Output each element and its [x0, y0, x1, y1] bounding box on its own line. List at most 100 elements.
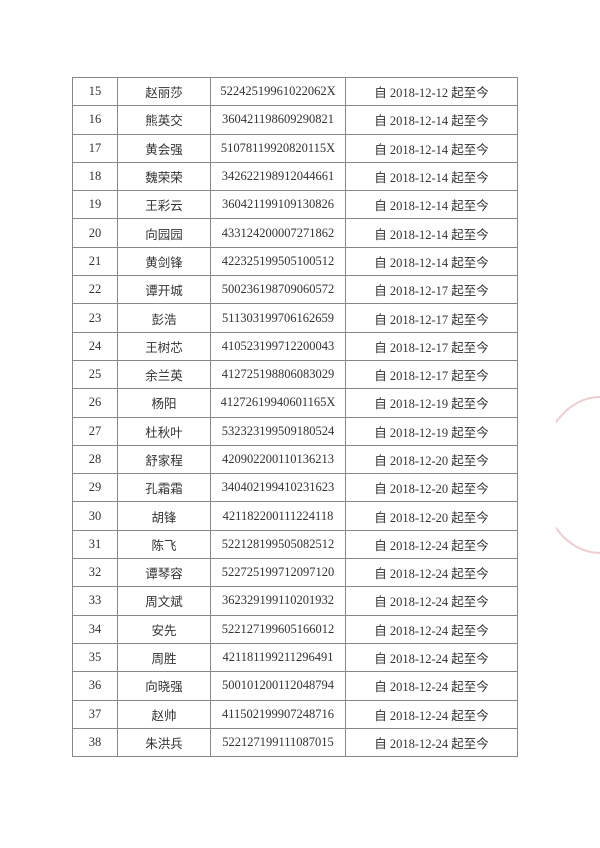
period-cell: 自 2018-12-19 起至今 — [345, 416, 518, 446]
table-row: 18 魏荣荣 342622198912044661 自 2018-12-14 起至今 — [72, 161, 518, 192]
id-number-cell: 342622198912044661 — [210, 161, 346, 192]
name-cell: 孔霜霜 — [117, 473, 211, 503]
id-number-cell: 511303199706162659 — [210, 303, 346, 333]
table-row: 29 孔霜霜 340402199410231623 自 2018-12-20 起至今 — [72, 473, 518, 503]
id-number-cell: 52242519961022062X — [210, 76, 346, 107]
row-number: 18 — [72, 161, 118, 192]
period-cell: 自 2018-12-14 起至今 — [345, 218, 518, 248]
row-number: 16 — [72, 105, 118, 135]
id-number-cell: 421181199211296491 — [210, 642, 346, 673]
id-number-cell: 340402199410231623 — [210, 473, 346, 503]
row-number: 32 — [72, 558, 118, 588]
table-row: 27 杜秋叶 532323199509180524 自 2018-12-19 起至今 — [72, 416, 518, 446]
period-cell: 自 2018-12-14 起至今 — [345, 190, 518, 220]
table-row: 21 黄剑锋 422325199505100512 自 2018-12-14 起至今 — [72, 246, 518, 277]
name-cell: 黄剑锋 — [117, 246, 211, 277]
table-row: 19 王彩云 360421199109130826 自 2018-12-14 起至今 — [72, 190, 518, 220]
name-cell: 黄会强 — [117, 133, 211, 163]
row-number: 27 — [72, 416, 118, 446]
id-number-cell: 422325199505100512 — [210, 246, 346, 277]
period-cell: 自 2018-12-24 起至今 — [345, 529, 518, 560]
id-number-cell: 411502199907248716 — [210, 699, 346, 729]
row-number: 25 — [72, 359, 118, 390]
period-cell: 自 2018-12-24 起至今 — [345, 727, 518, 758]
period-cell: 自 2018-12-14 起至今 — [345, 105, 518, 135]
id-number-cell: 420902200110136213 — [210, 444, 346, 475]
id-number-cell: 522127199111087015 — [210, 727, 346, 758]
period-cell: 自 2018-12-24 起至今 — [345, 558, 518, 588]
row-number: 19 — [72, 190, 118, 220]
name-cell: 陈飞 — [117, 529, 211, 560]
id-number-cell: 410523199712200043 — [210, 331, 346, 361]
name-cell: 谭开城 — [117, 275, 211, 305]
period-cell: 自 2018-12-14 起至今 — [345, 133, 518, 163]
name-cell: 王彩云 — [117, 190, 211, 220]
id-number-cell: 500101200112048794 — [210, 671, 346, 701]
table-row: 20 向园园 433124200007271862 自 2018-12-14 起至今 — [72, 218, 518, 248]
period-cell: 自 2018-12-24 起至今 — [345, 614, 518, 644]
name-cell: 熊英交 — [117, 105, 211, 135]
name-cell: 胡锋 — [117, 501, 211, 531]
period-cell: 自 2018-12-20 起至今 — [345, 501, 518, 531]
id-number-cell: 360421199109130826 — [210, 190, 346, 220]
table-row: 28 舒家程 420902200110136213 自 2018-12-20 起至今 — [72, 444, 518, 475]
name-cell: 舒家程 — [117, 444, 211, 475]
table-row: 15 赵丽莎 52242519961022062X 自 2018-12-12 起至今 — [72, 76, 518, 107]
table-row: 33 周文斌 362329199110201932 自 2018-12-24 起至今 — [72, 586, 518, 616]
period-cell: 自 2018-12-17 起至今 — [345, 359, 518, 390]
period-cell: 自 2018-12-14 起至今 — [345, 246, 518, 277]
period-cell: 自 2018-12-20 起至今 — [345, 444, 518, 475]
name-cell: 赵帅 — [117, 699, 211, 729]
table-row: 37 赵帅 411502199907248716 自 2018-12-24 起至今 — [72, 699, 518, 729]
name-cell: 杜秋叶 — [117, 416, 211, 446]
id-number-cell: 522725199712097120 — [210, 558, 346, 588]
table-row: 26 杨阳 41272619940601165X 自 2018-12-19 起至今 — [72, 388, 518, 418]
table-row: 31 陈飞 522128199505082512 自 2018-12-24 起至今 — [72, 529, 518, 560]
row-number: 30 — [72, 501, 118, 531]
table-row: 30 胡锋 421182200111224118 自 2018-12-20 起至今 — [72, 501, 518, 531]
id-number-cell: 522127199605166012 — [210, 614, 346, 644]
table-body: 15 赵丽莎 52242519961022062X 自 2018-12-12 起至今 1… — [72, 76, 518, 758]
id-number-cell: 51078119920820115X — [210, 133, 346, 163]
period-cell: 自 2018-12-24 起至今 — [345, 586, 518, 616]
name-cell: 向晓强 — [117, 671, 211, 701]
row-number: 23 — [72, 303, 118, 333]
table-row: 23 彭浩 511303199706162659 自 2018-12-17 起至今 — [72, 303, 518, 333]
id-number-cell: 433124200007271862 — [210, 218, 346, 248]
row-number: 37 — [72, 699, 118, 729]
name-cell: 王树芯 — [117, 331, 211, 361]
name-cell: 余兰英 — [117, 359, 211, 390]
row-number: 29 — [72, 473, 118, 503]
period-cell: 自 2018-12-24 起至今 — [345, 642, 518, 673]
period-cell: 自 2018-12-20 起至今 — [345, 473, 518, 503]
table-row: 32 谭琴容 522725199712097120 自 2018-12-24 起至今 — [72, 558, 518, 588]
id-number-cell: 532323199509180524 — [210, 416, 346, 446]
row-number: 36 — [72, 671, 118, 701]
table-row: 17 黄会强 51078119920820115X 自 2018-12-14 起至今 — [72, 133, 518, 163]
id-number-cell: 500236198709060572 — [210, 275, 346, 305]
table-row: 22 谭开城 500236198709060572 自 2018-12-17 起至今 — [72, 275, 518, 305]
period-cell: 自 2018-12-17 起至今 — [345, 331, 518, 361]
row-number: 33 — [72, 586, 118, 616]
table-row: 35 周胜 421181199211296491 自 2018-12-24 起至今 — [72, 642, 518, 673]
name-cell: 谭琴容 — [117, 558, 211, 588]
period-cell: 自 2018-12-24 起至今 — [345, 699, 518, 729]
period-cell: 自 2018-12-19 起至今 — [345, 388, 518, 418]
row-number: 22 — [72, 275, 118, 305]
row-number: 31 — [72, 529, 118, 560]
table-row: 34 安先 522127199605166012 自 2018-12-24 起至今 — [72, 614, 518, 644]
name-cell: 周文斌 — [117, 586, 211, 616]
name-cell: 赵丽莎 — [117, 76, 211, 107]
name-cell: 向园园 — [117, 218, 211, 248]
row-number: 20 — [72, 218, 118, 248]
row-number: 34 — [72, 614, 118, 644]
row-number: 28 — [72, 444, 118, 475]
name-cell: 朱洪兵 — [117, 727, 211, 758]
row-number: 21 — [72, 246, 118, 277]
name-cell: 彭浩 — [117, 303, 211, 333]
id-number-cell: 41272619940601165X — [210, 388, 346, 418]
table-row: 36 向晓强 500101200112048794 自 2018-12-24 起至今 — [72, 671, 518, 701]
row-number: 17 — [72, 133, 118, 163]
name-cell: 安先 — [117, 614, 211, 644]
id-number-cell: 421182200111224118 — [210, 501, 346, 531]
